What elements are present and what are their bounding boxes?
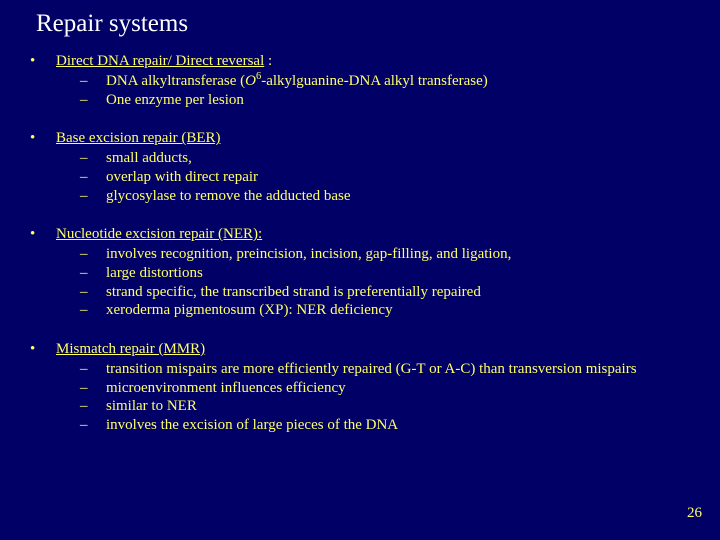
sub-text: DNA alkyltransferase (O6-alkylguanine-DN…	[106, 72, 690, 91]
dash-icon: –	[80, 245, 106, 264]
section-heading: Direct DNA repair/ Direct reversal :	[56, 52, 690, 71]
sub-text: glycosylase to remove the adducted base	[106, 187, 690, 206]
heading-underline: Mismatch repair (MMR)	[56, 341, 205, 357]
dash-icon: –	[80, 416, 106, 435]
sub-text: small adducts,	[106, 149, 690, 168]
sub-item: – small adducts,	[56, 149, 690, 168]
heading-underline: Base excision repair (BER)	[56, 130, 221, 146]
section-content: Mismatch repair (MMR) – transition mispa…	[56, 340, 690, 435]
dash-icon: –	[80, 187, 106, 206]
sub-item: – similar to NER	[56, 397, 690, 416]
sub-text: involves the excision of large pieces of…	[106, 416, 690, 435]
section-heading: Mismatch repair (MMR)	[56, 340, 690, 359]
section-content: Base excision repair (BER) – small adduc…	[56, 129, 690, 205]
dash-icon: –	[80, 149, 106, 168]
sub-item: – glycosylase to remove the adducted bas…	[56, 187, 690, 206]
sub-text: large distortions	[106, 264, 690, 283]
sub-text: involves recognition, preincision, incis…	[106, 245, 690, 264]
section-mmr: • Mismatch repair (MMR) – transition mis…	[30, 340, 690, 435]
section-ber: • Base excision repair (BER) – small add…	[30, 129, 690, 205]
dash-icon: –	[80, 168, 106, 187]
heading-underline: Direct DNA repair/ Direct reversal	[56, 53, 264, 69]
section-content: Nucleotide excision repair (NER): – invo…	[56, 225, 690, 320]
heading-tail: :	[264, 53, 272, 69]
bullet-icon: •	[30, 52, 56, 109]
sub-item: – DNA alkyltransferase (O6-alkylguanine-…	[56, 72, 690, 91]
sub-item: – overlap with direct repair	[56, 168, 690, 187]
bullet-icon: •	[30, 340, 56, 435]
bullet-icon: •	[30, 129, 56, 205]
dash-icon: –	[80, 379, 106, 398]
sub-item: – transition mispairs are more efficient…	[56, 360, 690, 379]
slide-title: Repair systems	[36, 10, 690, 38]
dash-icon: –	[80, 72, 106, 91]
page-number: 26	[687, 505, 702, 522]
dash-icon: –	[80, 283, 106, 302]
sub-item: – xeroderma pigmentosum (XP): NER defici…	[56, 301, 690, 320]
sub-text: xeroderma pigmentosum (XP): NER deficien…	[106, 301, 690, 320]
dash-icon: –	[80, 264, 106, 283]
sub-item: – large distortions	[56, 264, 690, 283]
dash-icon: –	[80, 301, 106, 320]
section-heading: Nucleotide excision repair (NER):	[56, 225, 690, 244]
sub-text: overlap with direct repair	[106, 168, 690, 187]
dash-icon: –	[80, 360, 106, 379]
bullet-icon: •	[30, 225, 56, 320]
dash-icon: –	[80, 91, 106, 110]
bullet-list: • Direct DNA repair/ Direct reversal : –…	[30, 52, 690, 435]
sub-item: – involves the excision of large pieces …	[56, 416, 690, 435]
sub-text: One enzyme per lesion	[106, 91, 690, 110]
sub-text: similar to NER	[106, 397, 690, 416]
sub-item: – One enzyme per lesion	[56, 91, 690, 110]
section-heading: Base excision repair (BER)	[56, 129, 690, 148]
sub-text: transition mispairs are more efficiently…	[106, 360, 690, 379]
section-content: Direct DNA repair/ Direct reversal : – D…	[56, 52, 690, 109]
sub-text: microenvironment influences efficiency	[106, 379, 690, 398]
slide: Repair systems • Direct DNA repair/ Dire…	[0, 0, 720, 540]
sub-item: – involves recognition, preincision, inc…	[56, 245, 690, 264]
heading-underline: Nucleotide excision repair (NER):	[56, 226, 262, 242]
sub-text: strand specific, the transcribed strand …	[106, 283, 690, 302]
section-ner: • Nucleotide excision repair (NER): – in…	[30, 225, 690, 320]
dash-icon: –	[80, 397, 106, 416]
sub-item: – strand specific, the transcribed stran…	[56, 283, 690, 302]
sub-item: – microenvironment influences efficiency	[56, 379, 690, 398]
section-direct-repair: • Direct DNA repair/ Direct reversal : –…	[30, 52, 690, 109]
